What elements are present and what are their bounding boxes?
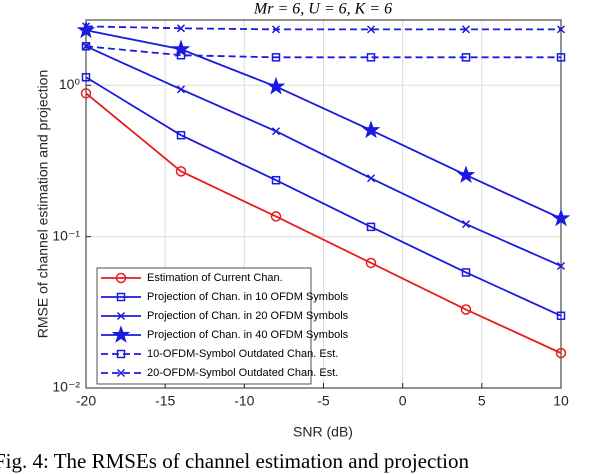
point [366,222,376,232]
legend-marker [111,325,131,343]
point [76,20,96,39]
series [76,20,571,227]
legend-label: Estimation of Current Chan. [147,272,283,284]
point [271,127,281,136]
point [461,25,471,34]
series-line [85,29,562,220]
point [556,25,566,34]
point [461,220,471,229]
legend-label: 10-OFDM-Symbol Outdated Chan. Est. [147,348,338,360]
point [366,174,376,183]
point [271,53,281,62]
x-tick-label: 5 [478,393,486,409]
legend-marker [116,292,126,302]
legend: Estimation of Current Chan. Projection of… [96,267,349,385]
point [176,50,186,60]
point [556,53,566,62]
point [81,22,91,31]
y-tick-label: 10⁰ [59,76,81,92]
point [365,257,377,269]
point [175,166,187,177]
x-tick-label: -10 [234,393,254,409]
point [366,25,376,34]
point [266,76,286,95]
y-tick-label: 10⁻² [52,379,80,395]
point [556,311,566,321]
legend-marker [116,368,126,378]
plot-frame [85,19,562,389]
legend-marker [116,311,126,321]
x-tick-label: -15 [155,393,175,409]
point [176,24,186,33]
point [81,42,91,51]
point [555,347,567,359]
point [270,211,282,222]
point [461,53,471,62]
caption: Fig. 4: The RMSEs of channel estimation … [0,449,469,473]
point [81,73,91,82]
point [176,85,186,94]
point [456,165,476,184]
y-tick-label: 10⁻¹ [52,227,80,243]
series-line [85,45,562,267]
series [80,88,567,359]
x-tick-label: 0 [399,393,407,409]
x-axis-label: SNR (dB) [293,424,353,440]
legend-box [96,267,312,385]
x-tick-label: -20 [76,393,96,409]
legend-marker [116,349,126,359]
point [176,130,186,140]
point [366,53,376,62]
legend-label: 20-OFDM-Symbol Outdated Chan. Est. [147,367,338,379]
point [460,304,472,315]
series-line [85,25,561,31]
series [81,73,566,321]
point [556,261,566,271]
x-tick-label: -5 [317,393,330,409]
legend-label: Projection of Chan. in 40 OFDM Symbols [147,329,349,341]
x-tick-label: 10 [553,393,569,409]
point [271,175,281,185]
series-line [85,76,562,317]
point [271,25,281,34]
point [461,268,471,277]
legend-marker [115,272,127,284]
point [361,120,381,139]
chart-title: Mr = 6, U = 6, K = 6 [253,1,392,18]
legend-label: Projection of Chan. in 20 OFDM Symbols [147,310,349,322]
series [81,22,566,34]
point [80,88,92,99]
series [81,42,566,62]
point [551,208,571,227]
series-line [85,45,561,59]
legend-label: Projection of Chan. in 10 OFDM Symbols [147,291,349,303]
y-axis-label: RMSE of channel estimation and projectio… [35,70,51,338]
series-line [85,92,562,354]
